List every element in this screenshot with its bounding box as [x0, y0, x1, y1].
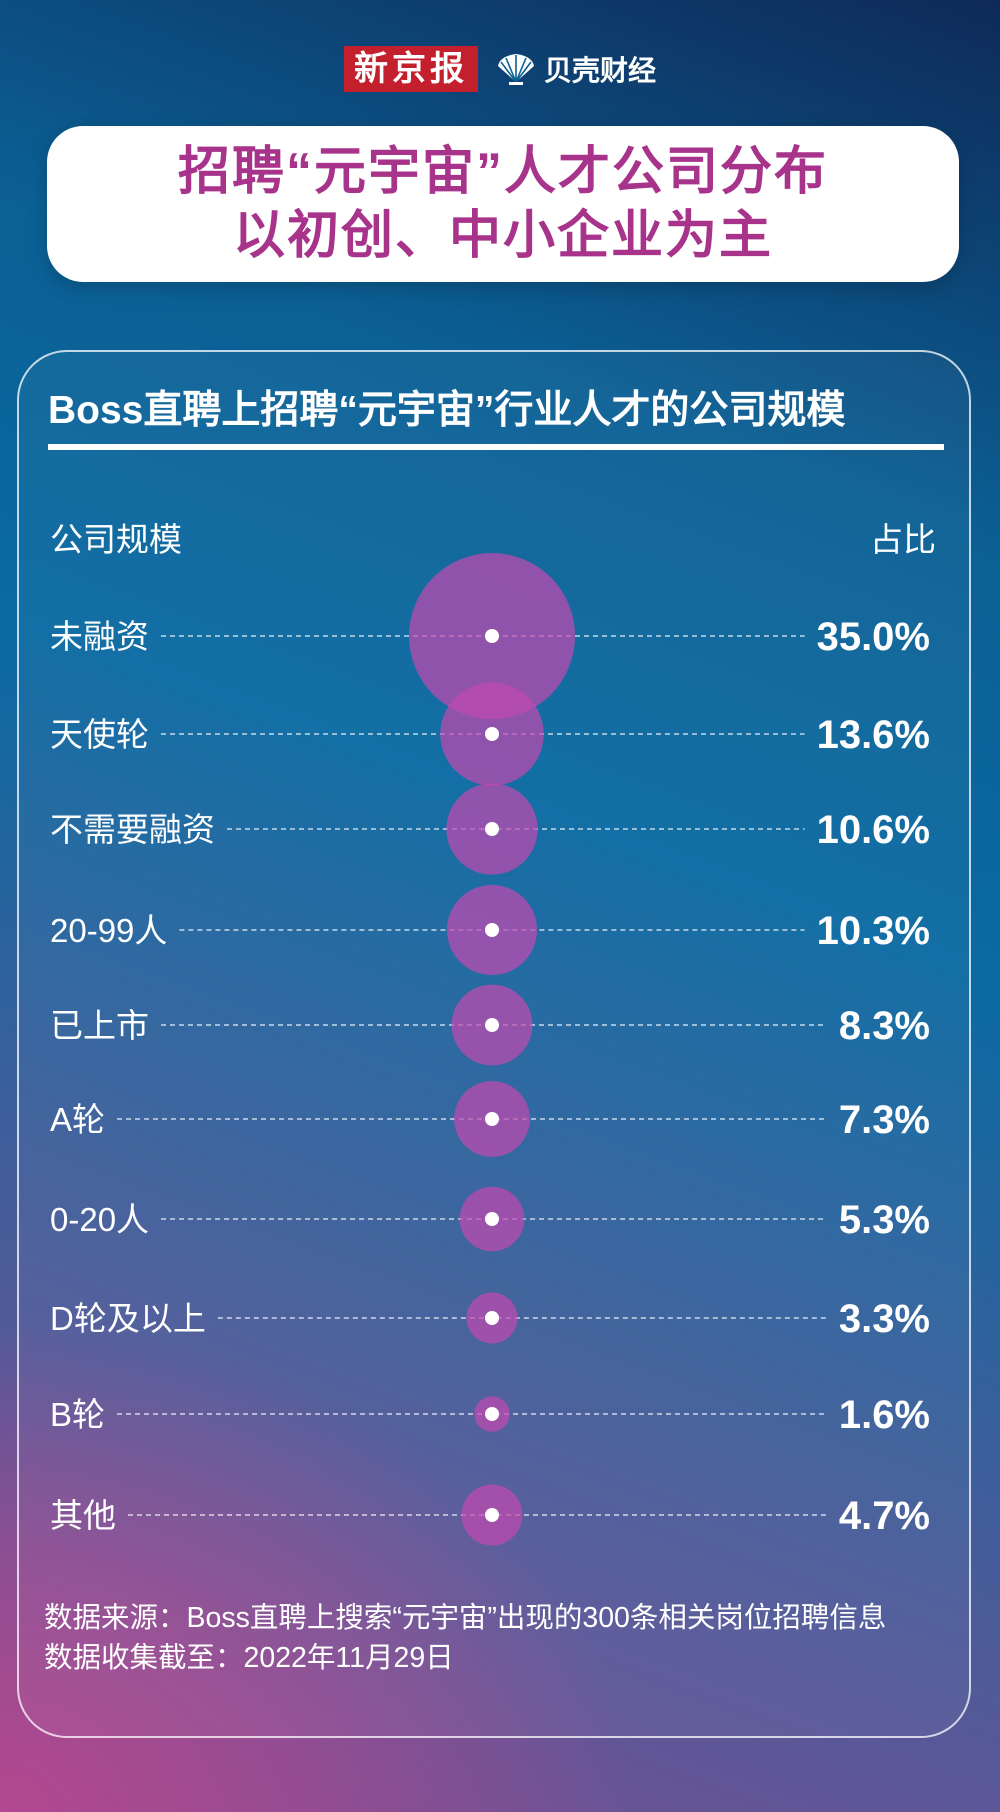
bubble-center-dot [485, 1311, 499, 1325]
category-label: 未融资 [50, 618, 149, 655]
column-header-share: 占比 [870, 521, 936, 558]
footer-source: 数据来源：Boss直聘上搜索“元宇宙”出现的300条相关岗位招聘信息 数据收集截… [44, 1598, 954, 1678]
value-label: 7.3% [839, 1098, 930, 1142]
value-label: 5.3% [839, 1198, 930, 1242]
value-label: 10.6% [817, 808, 930, 852]
bubble-center-dot [485, 923, 499, 937]
category-label: 0-20人 [50, 1201, 149, 1238]
category-label: D轮及以上 [50, 1300, 206, 1337]
finance-logo-text: 贝壳财经 [543, 55, 656, 86]
collection-date-note: 数据收集截至：2022年11月29日 [44, 1642, 454, 1674]
category-label: 已上市 [50, 1007, 149, 1044]
category-label: 其他 [50, 1497, 116, 1534]
finance-logo: 贝壳财经 [494, 49, 656, 89]
bubble-center-dot [485, 1508, 499, 1522]
bubble-center-dot [485, 1018, 499, 1032]
value-label: 10.3% [817, 909, 930, 953]
headline-line-2: 以初创、中小企业为主 [232, 207, 773, 265]
value-label: 3.3% [839, 1297, 930, 1341]
bubble-center-dot [485, 727, 499, 741]
value-label: 13.6% [817, 713, 930, 757]
value-label: 35.0% [817, 615, 930, 659]
category-label: 天使轮 [50, 716, 149, 753]
value-label: 1.6% [839, 1393, 930, 1437]
bubble-center-dot [485, 1407, 499, 1421]
category-label: A轮 [50, 1101, 105, 1138]
chart-title-underline [48, 444, 944, 450]
brand-bar: 新京报 贝壳财经 [0, 46, 1000, 92]
bubble-center-dot [485, 822, 499, 836]
category-label: 20-99人 [50, 912, 167, 949]
newspaper-logo: 新京报 [343, 46, 478, 92]
headline-line-1: 招聘“元宇宙”人才公司分布 [177, 143, 828, 201]
bubble-center-dot [485, 1112, 499, 1126]
chart-title: Boss直聘上招聘“元宇宙”行业人才的公司规模 [48, 389, 846, 432]
headline-card: 招聘“元宇宙”人才公司分布 以初创、中小企业为主 [47, 126, 959, 282]
value-label: 8.3% [839, 1004, 930, 1048]
value-label: 4.7% [839, 1494, 930, 1538]
bubble-center-dot [485, 629, 499, 643]
column-header-category: 公司规模 [50, 521, 182, 558]
shell-icon [497, 54, 534, 85]
bubble-center-dot [485, 1212, 499, 1226]
category-label: 不需要融资 [50, 811, 215, 848]
category-label: B轮 [50, 1396, 105, 1433]
source-note: 数据来源：Boss直聘上搜索“元宇宙”出现的300条相关岗位招聘信息 [44, 1602, 887, 1634]
